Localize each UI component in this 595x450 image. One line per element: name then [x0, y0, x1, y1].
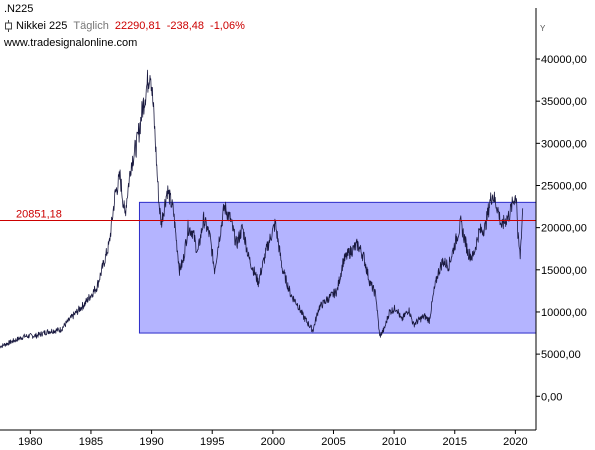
x-tick-label: 1980 — [18, 436, 42, 448]
range-box — [138, 201, 537, 334]
instrument-name: Nikkei 225 — [16, 20, 68, 32]
y-tick-label: 30000,00 — [541, 138, 587, 150]
x-tick-label: 2005 — [321, 436, 345, 448]
x-tick-label: 2010 — [382, 436, 406, 448]
interval-label: Täglich — [73, 20, 109, 32]
y-tick-label: 40000,00 — [541, 54, 587, 66]
y-tick-label: 5000,00 — [541, 349, 581, 361]
y-tick-label: 10000,00 — [541, 307, 587, 319]
price-series-line — [0, 69, 524, 349]
source-url: www.tradesignalonline.com — [4, 37, 138, 49]
x-tick-label: 2000 — [261, 436, 285, 448]
symbol-label: .N225 — [4, 3, 34, 15]
x-tick-label: 2020 — [503, 436, 527, 448]
candlestick-icon[interactable] — [4, 20, 13, 32]
x-tick-label: 2015 — [443, 436, 467, 448]
y-tick-label: 25000,00 — [541, 180, 587, 192]
y-axis-marker: Y — [540, 24, 546, 33]
x-tick-label: 1990 — [139, 436, 163, 448]
y-tick-label: 35000,00 — [541, 96, 587, 108]
price-change: -238,48 — [166, 20, 205, 32]
y-tick-label: 0,00 — [541, 391, 562, 403]
x-tick-label: 1985 — [79, 436, 103, 448]
reference-line-label: 20851,18 — [16, 208, 62, 220]
y-tick-label: 15000,00 — [541, 265, 587, 277]
price-change-pct: -1,06% — [210, 20, 245, 32]
quote-line: Nikkei 225 Täglich 22290,81 -238,48 -1,0… — [4, 20, 245, 32]
x-tick-label: 1995 — [200, 436, 224, 448]
y-tick-label: 20000,00 — [541, 223, 587, 235]
last-price: 22290,81 — [114, 20, 161, 32]
